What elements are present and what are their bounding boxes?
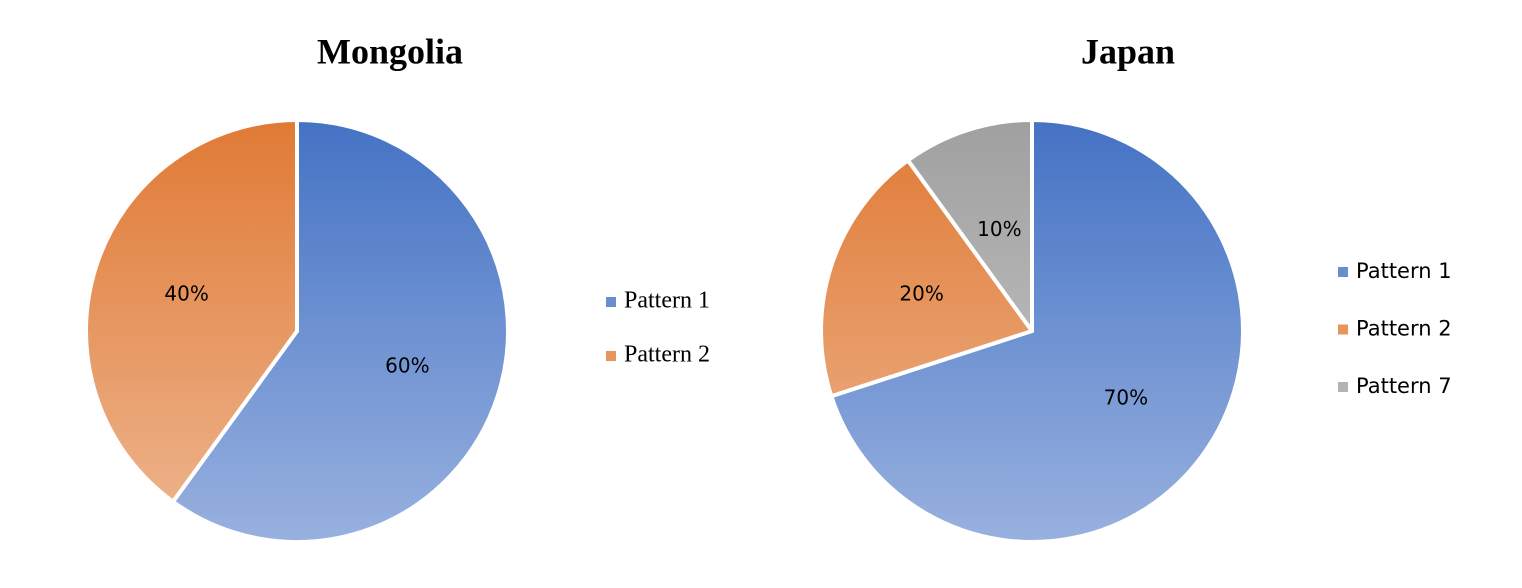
- legend-label: Pattern 2: [624, 342, 710, 368]
- legend-marker: [606, 351, 616, 361]
- chart-title: Mongolia: [317, 31, 463, 71]
- pie-slice: [170, 118, 510, 544]
- pie-slice: [905, 118, 1034, 333]
- legend-marker: [1338, 382, 1348, 392]
- legend-label: Pattern 7: [1356, 374, 1452, 398]
- value-label: 10%: [977, 217, 1021, 241]
- value-label: 20%: [899, 282, 943, 306]
- pie-slice: [829, 118, 1245, 544]
- legend-marker: [1338, 267, 1348, 277]
- legend-label: Pattern 1: [624, 288, 710, 314]
- legend-marker: [1338, 324, 1348, 335]
- chart-title: Japan: [1081, 31, 1175, 71]
- value-label: 60%: [385, 353, 429, 377]
- value-label: 70%: [1104, 386, 1148, 410]
- pie-slice: [84, 118, 299, 504]
- legend-marker: [606, 297, 616, 307]
- legend-label: Pattern 2: [1356, 317, 1452, 341]
- pie-slice: [819, 158, 1034, 399]
- legend-label: Pattern 1: [1356, 259, 1452, 283]
- value-label: 40%: [164, 282, 208, 306]
